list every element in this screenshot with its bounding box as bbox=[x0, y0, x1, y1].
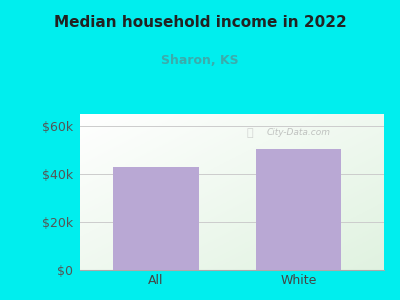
Text: City-Data.com: City-Data.com bbox=[267, 128, 331, 137]
Text: Sharon, KS: Sharon, KS bbox=[161, 54, 239, 67]
Bar bbox=[114, 167, 198, 270]
Text: ⓘ: ⓘ bbox=[247, 128, 254, 138]
Bar bbox=[256, 149, 342, 270]
Text: Median household income in 2022: Median household income in 2022 bbox=[54, 15, 346, 30]
